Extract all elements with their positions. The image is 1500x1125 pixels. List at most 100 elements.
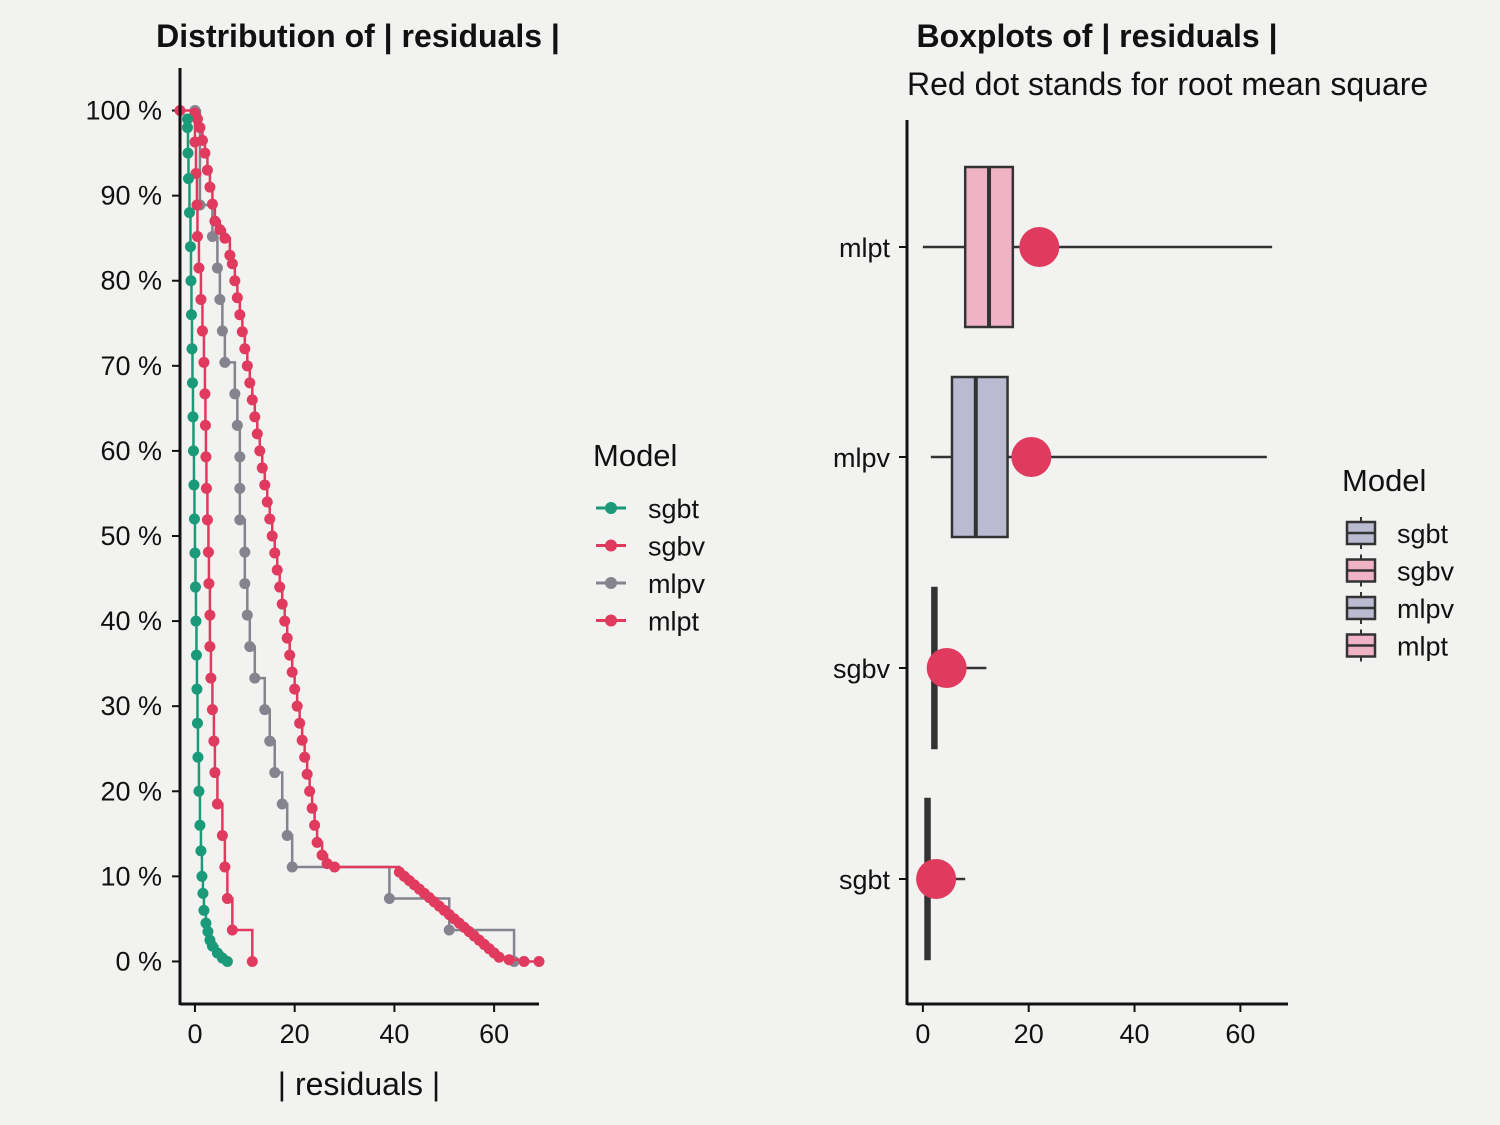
distribution-legend-items: sgbt sgbv mlpv mlpt bbox=[596, 494, 706, 637]
data-point bbox=[204, 181, 216, 193]
series-line-mlpt bbox=[194, 111, 539, 963]
boxplot-legend-title: Model bbox=[1342, 463, 1426, 498]
legend-label: sgbt bbox=[648, 494, 700, 524]
y-tick-label: 60 % bbox=[100, 436, 162, 466]
legend-label: mlpv bbox=[1397, 594, 1455, 624]
category-label: sgbv bbox=[833, 654, 891, 684]
data-point bbox=[281, 830, 293, 842]
boxplot-boxes bbox=[916, 165, 1273, 961]
data-point bbox=[204, 609, 216, 621]
data-point bbox=[182, 147, 194, 159]
y-tick-label: 90 % bbox=[100, 181, 162, 211]
series-sgbt bbox=[181, 113, 233, 967]
y-tick-label: 10 % bbox=[100, 861, 162, 891]
data-point bbox=[226, 924, 238, 936]
data-point bbox=[199, 147, 211, 159]
data-point bbox=[234, 309, 246, 321]
data-point bbox=[187, 445, 199, 457]
data-point bbox=[271, 564, 283, 576]
data-point bbox=[186, 343, 198, 355]
data-point bbox=[200, 917, 212, 929]
data-point bbox=[219, 861, 231, 873]
data-point bbox=[241, 360, 253, 372]
data-point bbox=[191, 199, 203, 211]
data-point bbox=[203, 578, 215, 590]
category-label: sgbt bbox=[839, 865, 891, 895]
data-point bbox=[274, 581, 286, 593]
data-point bbox=[266, 530, 278, 542]
data-point bbox=[276, 798, 288, 810]
y-tick-label: 40 % bbox=[100, 606, 162, 636]
data-point bbox=[234, 482, 246, 494]
data-point bbox=[191, 683, 203, 695]
x-tick-label: 60 bbox=[479, 1019, 509, 1049]
box-sgbt bbox=[916, 797, 966, 961]
data-point bbox=[239, 578, 251, 590]
legend-label: mlpt bbox=[648, 607, 700, 637]
x-tick-label: 0 bbox=[187, 1019, 202, 1049]
data-point bbox=[304, 785, 316, 797]
data-point bbox=[329, 861, 341, 873]
rms-dot bbox=[1011, 437, 1052, 477]
y-tick-label: 50 % bbox=[100, 521, 162, 551]
data-point bbox=[219, 232, 231, 244]
data-point bbox=[246, 955, 258, 967]
boxplot-panel: Boxplots of | residuals | Red dot stands… bbox=[833, 18, 1455, 1049]
data-point bbox=[276, 598, 288, 610]
data-point bbox=[191, 113, 203, 125]
data-point bbox=[289, 683, 301, 695]
data-point bbox=[214, 293, 226, 305]
data-point bbox=[191, 717, 203, 729]
data-point bbox=[206, 704, 218, 716]
data-point bbox=[254, 445, 266, 457]
data-point bbox=[301, 768, 313, 780]
data-point bbox=[493, 951, 505, 963]
legend-item-mlpv: mlpv bbox=[1345, 592, 1455, 624]
data-point bbox=[249, 411, 261, 423]
data-point bbox=[184, 241, 196, 253]
data-point bbox=[241, 609, 253, 621]
series-mlpv bbox=[189, 105, 520, 967]
data-point bbox=[201, 514, 213, 526]
distribution-title: Distribution of | residuals | bbox=[156, 18, 560, 54]
y-tick-label: 0 % bbox=[115, 946, 162, 976]
legend-item-mlpt: mlpt bbox=[1345, 629, 1449, 662]
data-point bbox=[209, 215, 221, 227]
data-point bbox=[209, 767, 221, 779]
data-point bbox=[284, 649, 296, 661]
x-tick-label: 40 bbox=[379, 1019, 409, 1049]
data-point bbox=[221, 892, 233, 904]
category-label: mlpv bbox=[833, 443, 891, 473]
category-label: mlpt bbox=[839, 233, 891, 263]
data-point bbox=[205, 672, 217, 684]
data-point bbox=[183, 207, 195, 219]
data-point bbox=[206, 198, 218, 210]
data-point bbox=[196, 325, 208, 337]
x-tick-label: 0 bbox=[915, 1019, 930, 1049]
data-point bbox=[231, 419, 243, 431]
rms-dot bbox=[1019, 227, 1060, 267]
data-point bbox=[264, 735, 276, 747]
data-point bbox=[306, 802, 318, 814]
data-point bbox=[185, 275, 197, 287]
data-point bbox=[181, 113, 193, 125]
data-point bbox=[239, 343, 251, 355]
legend-label: sgbv bbox=[648, 532, 706, 562]
data-point bbox=[311, 836, 323, 848]
data-point bbox=[231, 292, 243, 304]
data-point bbox=[211, 798, 223, 810]
data-point bbox=[216, 325, 228, 337]
data-point bbox=[309, 819, 321, 831]
legend-key-dot bbox=[605, 614, 617, 627]
data-point bbox=[202, 926, 214, 938]
data-point bbox=[196, 134, 208, 146]
data-point bbox=[229, 275, 241, 287]
distribution-x-axis-title: | residuals | bbox=[278, 1066, 440, 1102]
legend-label: sgbv bbox=[1397, 557, 1455, 587]
data-point bbox=[286, 861, 298, 873]
data-point bbox=[199, 419, 211, 431]
data-point bbox=[383, 892, 395, 904]
legend-key-dot bbox=[605, 539, 617, 552]
data-point bbox=[197, 887, 209, 899]
boxplot-legend-items: sgbt sgbv mlpv mlpt bbox=[1345, 517, 1455, 662]
